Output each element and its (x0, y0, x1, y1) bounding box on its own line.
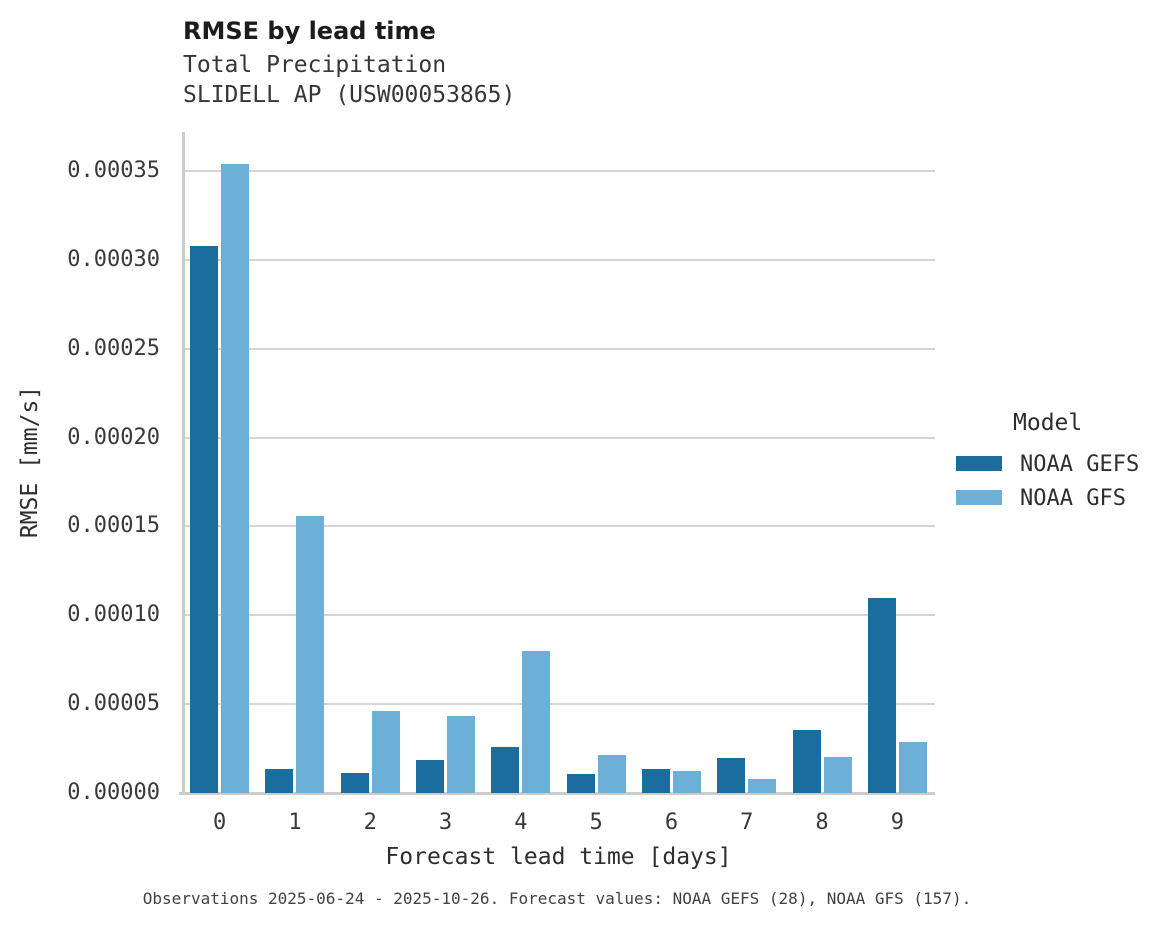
y-tick-label: 0.00030 (67, 246, 160, 272)
y-tick-label: 0.00005 (67, 691, 160, 717)
x-tick-label: 5 (589, 810, 603, 835)
gridline (184, 614, 935, 617)
legend-title: Model (1013, 410, 1083, 436)
y-tick-label: 0.00025 (67, 335, 160, 361)
bar-noaa-gefs-lead-0 (190, 245, 219, 793)
bar-noaa-gfs-lead-7 (748, 779, 777, 793)
legend-label: NOAA GFS (1020, 486, 1126, 511)
legend-swatch-noaa-gfs (956, 490, 1002, 505)
chart-title: RMSE by lead time (183, 17, 436, 45)
bar-noaa-gfs-lead-9 (898, 741, 927, 793)
x-axis-spine (179, 792, 935, 795)
legend-label: NOAA GEFS (1020, 452, 1140, 477)
legend-swatch-noaa-gefs (956, 456, 1002, 471)
chart-subtitle-variable: Total Precipitation (183, 52, 447, 78)
x-tick-label: 6 (664, 810, 679, 835)
x-tick-label: 9 (890, 810, 904, 835)
bar-noaa-gfs-lead-8 (823, 757, 852, 793)
bar-noaa-gefs-lead-5 (566, 774, 595, 793)
gridline (184, 258, 935, 261)
bar-noaa-gefs-lead-2 (340, 773, 369, 793)
bar-noaa-gefs-lead-1 (265, 769, 294, 793)
footer-caption: Observations 2025-06-24 - 2025-10-26. Fo… (142, 889, 972, 908)
x-tick-label: 1 (288, 810, 302, 835)
plot-area (179, 132, 935, 795)
bar-noaa-gfs-lead-0 (221, 163, 250, 793)
x-tick-label: 0 (213, 810, 227, 835)
x-tick-label: 2 (363, 810, 377, 835)
y-tick-label: 0.00000 (67, 780, 160, 805)
gridline (184, 347, 935, 350)
y-tick-label: 0.00010 (67, 602, 160, 628)
bar-noaa-gfs-lead-6 (672, 770, 701, 793)
y-tick-label: 0.00035 (67, 158, 160, 184)
bar-noaa-gfs-lead-5 (597, 754, 626, 793)
x-tick-label: 8 (815, 810, 829, 835)
y-axis-spine (182, 132, 185, 795)
bar-noaa-gfs-lead-2 (371, 711, 400, 793)
x-tick-label: 4 (514, 810, 528, 835)
gridline (184, 525, 935, 528)
y-tick-label: 0.00015 (67, 513, 160, 539)
x-axis-title: Forecast lead time [days] (385, 844, 732, 870)
gridline (184, 436, 935, 439)
bar-noaa-gefs-lead-6 (641, 769, 670, 793)
gridline (184, 170, 935, 173)
x-tick-label: 3 (438, 810, 453, 835)
bar-noaa-gefs-lead-3 (416, 760, 445, 793)
bar-noaa-gefs-lead-7 (717, 758, 746, 793)
bar-noaa-gefs-lead-8 (792, 729, 821, 793)
bar-noaa-gfs-lead-4 (522, 650, 551, 793)
x-tick-label: 7 (740, 810, 754, 835)
chart-subtitle-station: SLIDELL AP (USW00053865) (183, 82, 516, 108)
y-tick-label: 0.00020 (67, 424, 160, 450)
gridline (184, 703, 935, 706)
bar-noaa-gfs-lead-3 (447, 715, 476, 793)
bar-noaa-gefs-lead-9 (867, 597, 896, 793)
bar-noaa-gfs-lead-1 (296, 515, 325, 793)
bar-noaa-gefs-lead-4 (491, 746, 520, 793)
